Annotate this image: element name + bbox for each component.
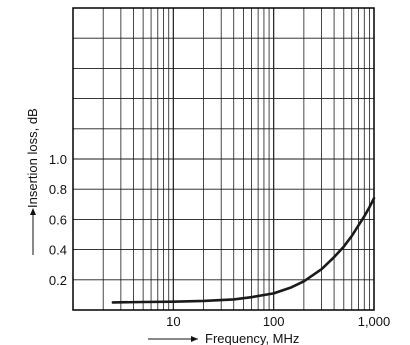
y-axis-label: Insertion loss, dB (25, 108, 40, 208)
plot-frame (72, 7, 375, 311)
x-tick-label: 1,000 (358, 314, 391, 329)
y-tick-label: 1.0 (49, 152, 67, 167)
insertion-loss-curve (111, 196, 376, 304)
x-axis-label-arrowhead (191, 336, 198, 342)
x-tick-label: 10 (166, 314, 180, 329)
y-tick-label: 0.4 (49, 243, 67, 258)
y-axis-label-arrowhead (30, 208, 36, 215)
grid (73, 8, 374, 310)
y-tick-label: 0.6 (49, 212, 67, 227)
tick-labels: 10 100 1,000 0.2 0.4 0.6 0.8 1.0 (49, 152, 390, 329)
y-tick-label: 0.2 (49, 273, 67, 288)
y-tick-label: 0.8 (49, 182, 67, 197)
series-layer (111, 196, 376, 304)
x-tick-label: 100 (263, 314, 285, 329)
x-axis-label: Frequency, MHz (205, 331, 299, 345)
